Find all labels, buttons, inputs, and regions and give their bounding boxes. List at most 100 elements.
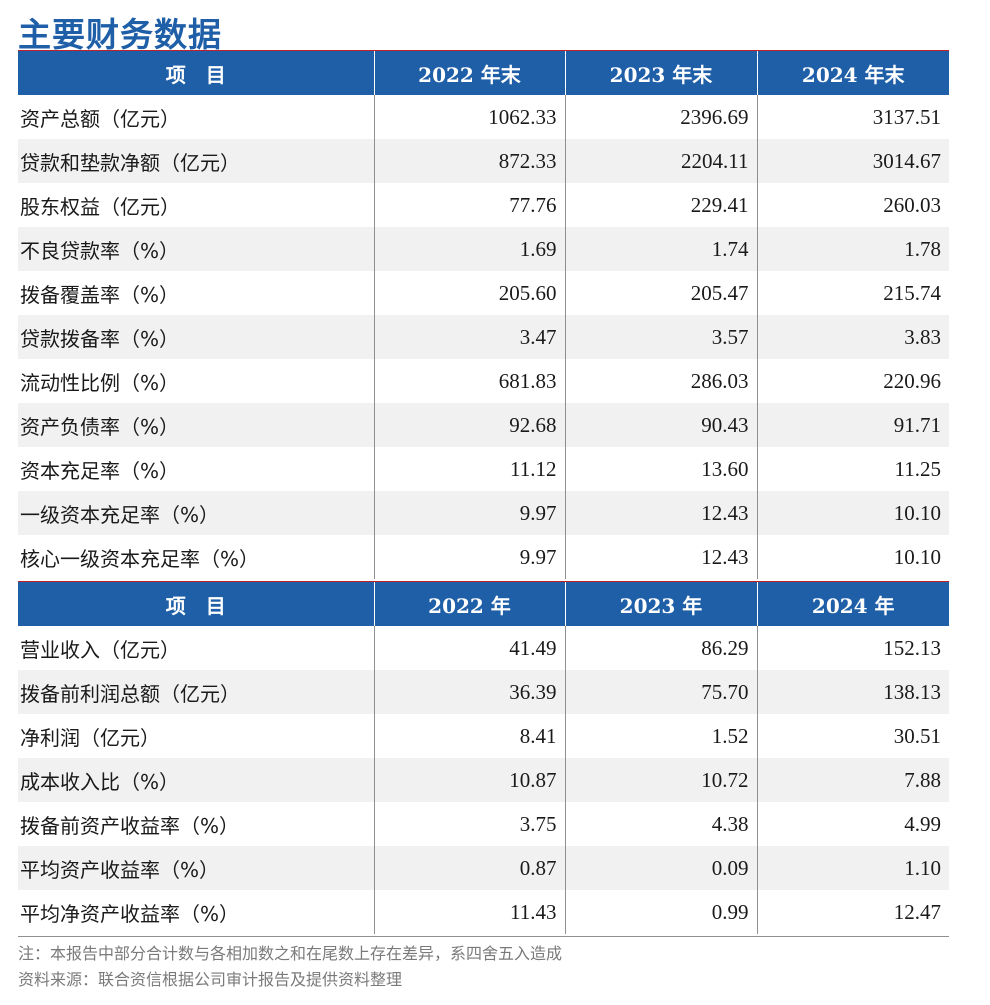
table-row: 净利润（亿元） 8.41 1.52 30.51 <box>18 714 949 758</box>
value-cell: 4.38 <box>565 802 758 846</box>
value-cell: 12.47 <box>893 899 941 924</box>
value-cell: 10.87 <box>374 758 566 802</box>
value-cell: 260.03 <box>883 192 941 217</box>
value-cell: 205.60 <box>374 271 566 315</box>
value-cell: 872.33 <box>374 139 566 183</box>
value-cell: 86.29 <box>565 626 758 670</box>
column-header: 2022 年末 <box>374 51 566 95</box>
row-label: 贷款拨备率（%） <box>18 315 375 359</box>
table-row: 贷款拨备率（%） 3.47 3.57 3.83 <box>18 315 949 359</box>
row-label: 拨备前利润总额（亿元） <box>18 670 375 714</box>
value-cell: 9.97 <box>374 535 566 579</box>
page-title: 主要财务数据 <box>18 15 222 54</box>
value-cell: 3.47 <box>374 315 566 359</box>
value-cell: 2396.69 <box>565 95 758 139</box>
value-cell: 0.87 <box>374 846 566 890</box>
value-cell: 11.25 <box>894 456 941 481</box>
value-cell: 10.10 <box>893 544 941 569</box>
value-cell: 11.12 <box>374 447 566 491</box>
balance-sheet-table: 项 目 2022 年末 2023 年末 2024 年末 资产总额（亿元） 1062… <box>18 51 949 579</box>
value-cell: 8.41 <box>374 714 566 758</box>
value-cell: 3.57 <box>565 315 758 359</box>
value-cell: 10.72 <box>565 758 758 802</box>
footnote: 注：本报告中部分合计数与各相加数之和在尾数上存在差异，系四舍五入造成 <box>18 944 563 963</box>
row-label: 拨备覆盖率（%） <box>18 271 375 315</box>
table-row: 平均资产收益率（%） 0.87 0.09 1.10 <box>18 846 949 890</box>
row-label: 资本充足率（%） <box>18 447 375 491</box>
column-header: 项 目 <box>18 582 375 626</box>
row-label: 贷款和垫款净额（亿元） <box>18 139 375 183</box>
value-cell: 152.13 <box>883 635 941 660</box>
value-cell: 3137.51 <box>872 104 941 129</box>
value-cell: 1062.33 <box>374 95 566 139</box>
value-cell: 215.74 <box>883 280 941 305</box>
row-label: 平均资产收益率（%） <box>18 846 375 890</box>
table-row: 核心一级资本充足率（%） 9.97 12.43 10.10 <box>18 535 949 579</box>
row-label: 平均净资产收益率（%） <box>18 890 375 934</box>
table-row: 拨备前资产收益率（%） 3.75 4.38 4.99 <box>18 802 949 846</box>
value-cell: 13.60 <box>565 447 758 491</box>
value-cell: 10.10 <box>757 491 949 535</box>
value-cell: 41.49 <box>374 626 566 670</box>
column-header: 2024 年 <box>757 582 949 626</box>
value-cell: 220.96 <box>883 368 941 393</box>
row-label: 股东权益（亿元） <box>18 183 375 227</box>
row-label: 核心一级资本充足率（%） <box>18 535 375 579</box>
value-cell: 30.51 <box>893 723 941 748</box>
value-cell: 12.43 <box>565 535 758 579</box>
value-cell: 138.13 <box>757 670 949 714</box>
value-cell: 205.47 <box>565 271 758 315</box>
value-cell: 286.03 <box>565 359 758 403</box>
value-cell: 4.99 <box>904 811 941 836</box>
row-label: 资产负债率（%） <box>18 403 375 447</box>
value-cell: 0.09 <box>565 846 758 890</box>
value-cell: 0.99 <box>565 890 758 934</box>
table-row: 平均净资产收益率（%） 11.43 0.99 12.47 <box>18 890 949 934</box>
source-note: 资料来源：联合资信根据公司审计报告及提供资料整理 <box>18 970 403 989</box>
table-row: 资本充足率（%） 11.12 13.60 11.25 <box>18 447 949 491</box>
value-cell: 7.88 <box>757 758 949 802</box>
table-bottom-rule <box>18 936 949 937</box>
value-cell: 1.10 <box>757 846 949 890</box>
value-cell: 1.78 <box>757 227 949 271</box>
value-cell: 91.71 <box>757 403 949 447</box>
value-cell: 1.69 <box>374 227 566 271</box>
table-row: 成本收入比（%） 10.87 10.72 7.88 <box>18 758 949 802</box>
column-header: 2024 年末 <box>757 51 949 95</box>
value-cell: 77.76 <box>374 183 566 227</box>
row-label: 流动性比例（%） <box>18 359 375 403</box>
value-cell: 36.39 <box>374 670 566 714</box>
row-label: 净利润（亿元） <box>18 714 375 758</box>
column-header: 项 目 <box>18 51 375 95</box>
row-label: 资产总额（亿元） <box>18 95 375 139</box>
table-row: 资产总额（亿元） 1062.33 2396.69 3137.51 <box>18 95 949 139</box>
value-cell: 12.43 <box>565 491 758 535</box>
value-cell: 90.43 <box>565 403 758 447</box>
column-header: 2023 年 <box>565 582 758 626</box>
row-label: 拨备前资产收益率（%） <box>18 802 375 846</box>
table-row: 一级资本充足率（%） 9.97 12.43 10.10 <box>18 491 949 535</box>
row-label: 成本收入比（%） <box>18 758 375 802</box>
row-label: 不良贷款率（%） <box>18 227 375 271</box>
value-cell: 229.41 <box>565 183 758 227</box>
value-cell: 3.75 <box>374 802 566 846</box>
table-row: 流动性比例（%） 681.83 286.03 220.96 <box>18 359 949 403</box>
table-header-row: 项 目 2022 年末 2023 年末 2024 年末 <box>18 51 949 95</box>
value-cell: 11.43 <box>374 890 566 934</box>
row-label: 营业收入（亿元） <box>18 626 375 670</box>
value-cell: 75.70 <box>565 670 758 714</box>
table-row: 拨备前利润总额（亿元） 36.39 75.70 138.13 <box>18 670 949 714</box>
table-row: 股东权益（亿元） 77.76 229.41 260.03 <box>18 183 949 227</box>
table-header-row: 项 目 2022 年 2023 年 2024 年 <box>18 582 949 626</box>
value-cell: 9.97 <box>374 491 566 535</box>
value-cell: 92.68 <box>374 403 566 447</box>
table-row: 不良贷款率（%） 1.69 1.74 1.78 <box>18 227 949 271</box>
value-cell: 3014.67 <box>757 139 949 183</box>
value-cell: 2204.11 <box>565 139 758 183</box>
value-cell: 1.52 <box>565 714 758 758</box>
column-header: 2023 年末 <box>565 51 758 95</box>
table-row: 资产负债率（%） 92.68 90.43 91.71 <box>18 403 949 447</box>
column-header: 2022 年 <box>374 582 566 626</box>
row-label: 一级资本充足率（%） <box>18 491 375 535</box>
table-row: 营业收入（亿元） 41.49 86.29 152.13 <box>18 626 949 670</box>
